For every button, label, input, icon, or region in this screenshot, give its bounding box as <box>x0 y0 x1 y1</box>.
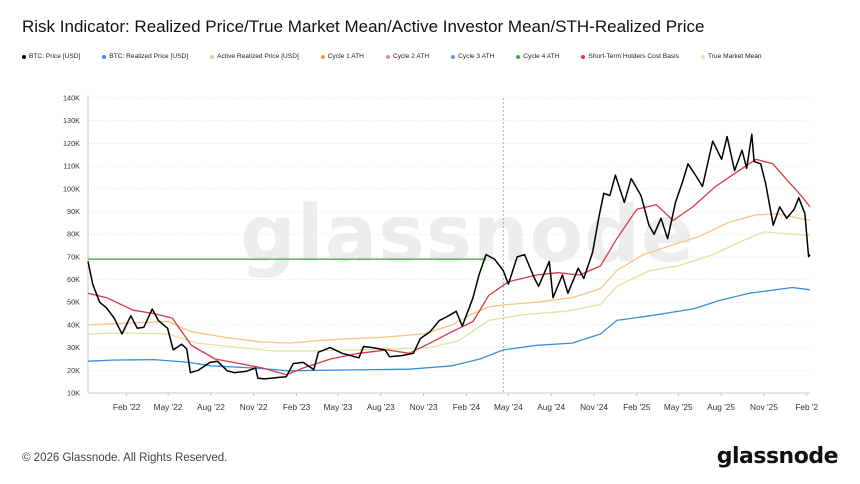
x-tick-label: Nov '25 <box>750 402 778 412</box>
x-tick-label: May '23 <box>324 402 353 412</box>
legend-dot-icon <box>210 54 215 59</box>
chart-area: 10K 20K 30K 40K 50K 60K 70K 80K 90K 100K 110K 120K 1… <box>63 94 819 413</box>
legend-dot-icon <box>320 54 325 59</box>
x-tick-label: Feb '25 <box>623 402 651 412</box>
y-tick-label: 100K <box>63 184 80 193</box>
legend-label: Short-Term Holders Cost Basis <box>588 53 679 60</box>
x-tick-label: Aug '24 <box>537 402 565 412</box>
y-tick-label: 10K <box>67 389 80 398</box>
x-tick-label: Feb '22 <box>113 402 141 412</box>
y-tick-label: 130K <box>63 116 80 125</box>
legend-dot-icon <box>22 54 26 59</box>
legend-item[interactable]: Cycle 4 ATH <box>516 53 559 60</box>
y-tick-label: 40K <box>67 320 80 329</box>
legend-dot-icon <box>516 54 521 59</box>
legend-label: Active Realized Price [USD] <box>217 53 299 60</box>
y-tick-label: 70K <box>67 252 80 261</box>
legend-label: BTC: Realized Price [USD] <box>109 53 189 60</box>
series-line-btc-price-usd <box>87 133 811 380</box>
legend-label: Cycle 3 ATH <box>458 53 495 60</box>
legend-label: BTC: Price [USD] <box>29 53 81 60</box>
glassnode-logo: glassnode <box>716 444 839 469</box>
footer-copyright: © 2026 Glassnode. All Rights Reserved. <box>22 452 228 464</box>
legend-item[interactable]: BTC: Realized Price [USD] <box>102 53 188 60</box>
legend: BTC: Price [USD] BTC: Realized Price [USD… <box>22 53 784 60</box>
series-line-short-term-holders-cost-basis <box>87 158 811 376</box>
series-line-active-realized-price-usd <box>87 213 811 344</box>
legend-item[interactable]: Cycle 2 ATH <box>385 53 430 60</box>
y-tick-label: 140K <box>63 94 80 103</box>
legend-label: True Market Mean <box>707 53 762 60</box>
x-tick-label: Feb '24 <box>453 402 481 412</box>
legend-dot-icon <box>451 54 456 59</box>
chart-svg: 10K 20K 30K 40K 50K 60K 70K 80K 90K 100K 110K 120K 1… <box>63 94 819 413</box>
y-tick-label: 30K <box>67 343 80 352</box>
x-tick-label: May '25 <box>664 402 693 412</box>
legend-item[interactable]: Cycle 1 ATH <box>320 53 364 60</box>
x-tick-label: Nov '23 <box>410 402 438 412</box>
x-tick-label: Aug '22 <box>197 402 225 412</box>
legend-dot-icon <box>385 54 390 59</box>
legend-label: Cycle 4 ATH <box>523 53 560 60</box>
x-tick-label: Aug '23 <box>367 402 395 412</box>
y-tick-label: 120K <box>63 139 80 148</box>
watermark: glassnode <box>240 190 695 280</box>
legend-item[interactable]: Short-Term Holders Cost Basis <box>581 53 679 60</box>
x-tick-label: Feb '2 <box>795 402 818 412</box>
x-tick-label: May '24 <box>494 402 523 412</box>
x-tick-label: Nov '24 <box>580 402 608 412</box>
series-line-true-market-mean <box>87 231 811 352</box>
legend-label: Cycle 1 ATH <box>327 53 364 60</box>
series-line-btc-realized-price-usd <box>87 286 811 372</box>
legend-item[interactable]: True Market Mean <box>700 53 762 60</box>
legend-item[interactable]: BTC: Price [USD] <box>22 53 80 60</box>
x-tick-label: Nov '22 <box>240 402 268 412</box>
x-tick-label: May '22 <box>154 402 183 412</box>
y-tick-label: 110K <box>64 162 81 171</box>
x-tick-label: Aug '25 <box>707 402 735 412</box>
x-tick-label: Feb '23 <box>283 402 311 412</box>
legend-item[interactable]: Cycle 3 ATH <box>451 53 494 60</box>
y-tick-label: 60K <box>67 275 80 284</box>
legend-dot-icon <box>581 54 586 59</box>
y-tick-label: 90K <box>67 207 80 216</box>
y-tick-label: 50K <box>67 298 80 307</box>
legend-dot-icon <box>102 54 107 59</box>
legend-label: Cycle 2 ATH <box>392 53 430 60</box>
y-tick-label: 80K <box>67 230 80 239</box>
page-title: Risk Indicator: Realized Price/True Mark… <box>22 17 705 36</box>
legend-dot-icon <box>700 54 705 59</box>
y-tick-label: 20K <box>67 366 80 375</box>
legend-item[interactable]: Active Realized Price [USD] <box>210 53 299 60</box>
